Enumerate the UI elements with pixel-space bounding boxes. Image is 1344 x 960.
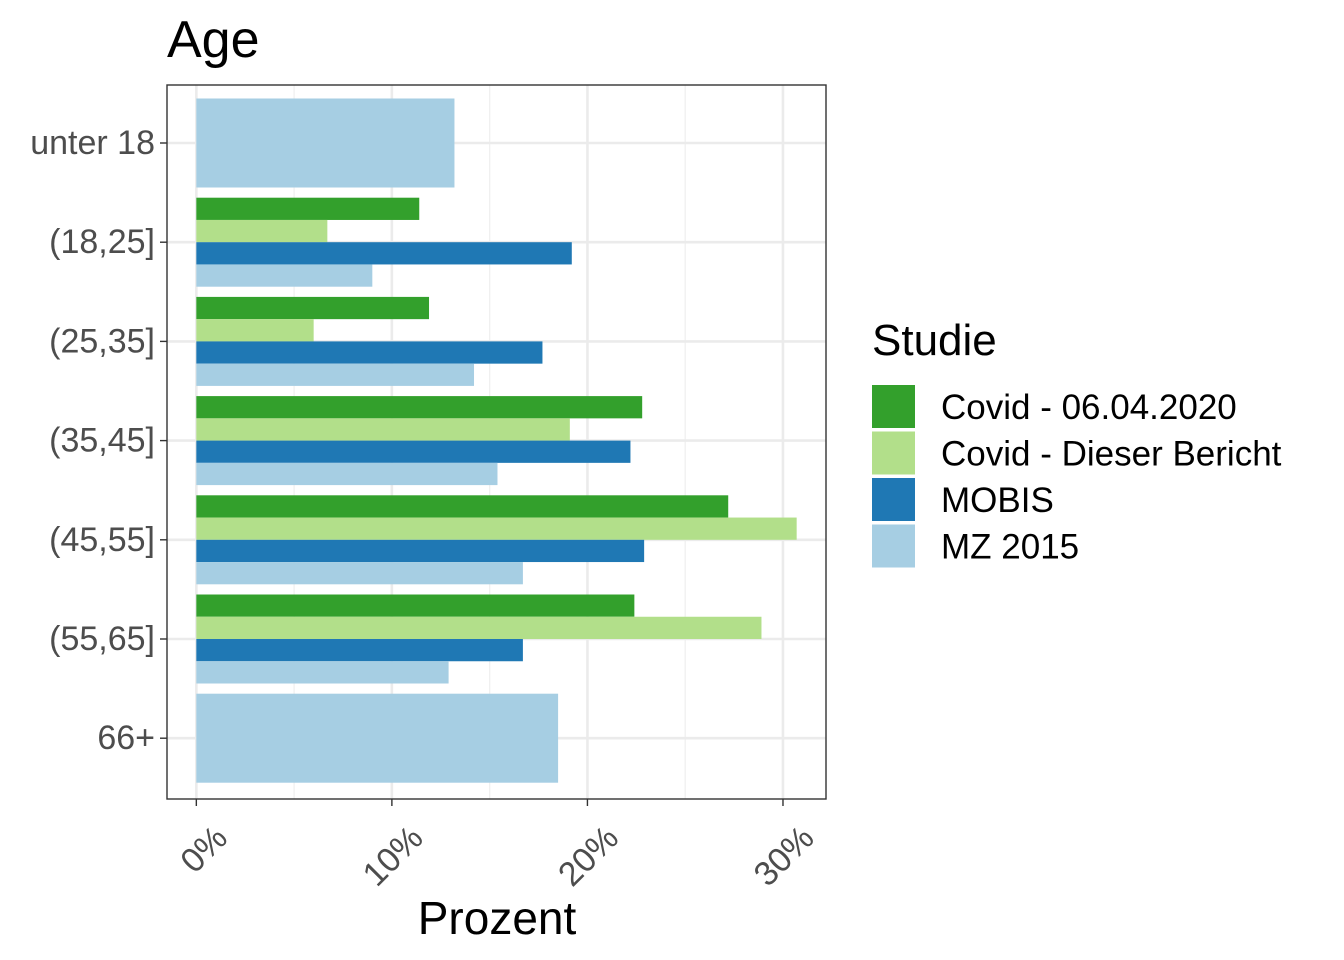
y-tick-label: (25,35]: [49, 322, 155, 360]
bar: [196, 594, 635, 617]
bar: [196, 639, 523, 662]
legend-label: MZ 2015: [941, 528, 1079, 567]
bar: [196, 242, 572, 265]
legend-title: Studie: [872, 316, 997, 365]
chart-title: Age: [167, 11, 260, 69]
legend-key: [872, 524, 915, 568]
bar: [196, 661, 449, 684]
bar: [196, 517, 797, 540]
bars: [196, 98, 797, 783]
legend-label: Covid - Dieser Bericht: [941, 435, 1282, 474]
bar: [196, 539, 645, 563]
bar: [196, 462, 498, 486]
legend-items: Covid - 06.04.2020 Covid - Dieser Bericht…: [872, 385, 1282, 568]
bar: [196, 693, 559, 783]
bar: [196, 319, 314, 342]
bar: [196, 495, 729, 518]
y-axis: unter 18 (18,25] (25,35] (35,45] (45,55] (55,…: [30, 124, 167, 757]
panel-border: [166, 84, 827, 800]
x-axis-title: Prozent: [418, 892, 577, 944]
y-tick-label: 66+: [97, 719, 155, 757]
legend-label: Covid - 06.04.2020: [941, 388, 1237, 427]
bar: [196, 396, 643, 419]
y-tick-label: (45,55]: [49, 521, 155, 559]
bar: [196, 562, 523, 585]
bar: [196, 440, 631, 463]
bar: [196, 197, 420, 220]
y-tick-label: (55,65]: [49, 620, 155, 658]
y-tick-label: unter 18: [30, 124, 155, 162]
bar: [196, 363, 475, 386]
bar: [196, 418, 570, 441]
legend-key: [872, 431, 915, 475]
bar: [196, 616, 762, 639]
bar: [196, 264, 373, 287]
bar: [196, 219, 328, 243]
y-tick-label: (18,25]: [49, 223, 155, 261]
legend-key: [872, 385, 915, 428]
bar: [196, 341, 543, 364]
legend-key: [872, 478, 915, 521]
bar: [196, 98, 455, 188]
legend: Studie Covid - 06.04.2020 Covid - Dieser …: [872, 316, 1282, 568]
bar: [196, 296, 430, 320]
y-tick-label: (35,45]: [49, 422, 155, 460]
legend-label: MOBIS: [941, 481, 1054, 520]
